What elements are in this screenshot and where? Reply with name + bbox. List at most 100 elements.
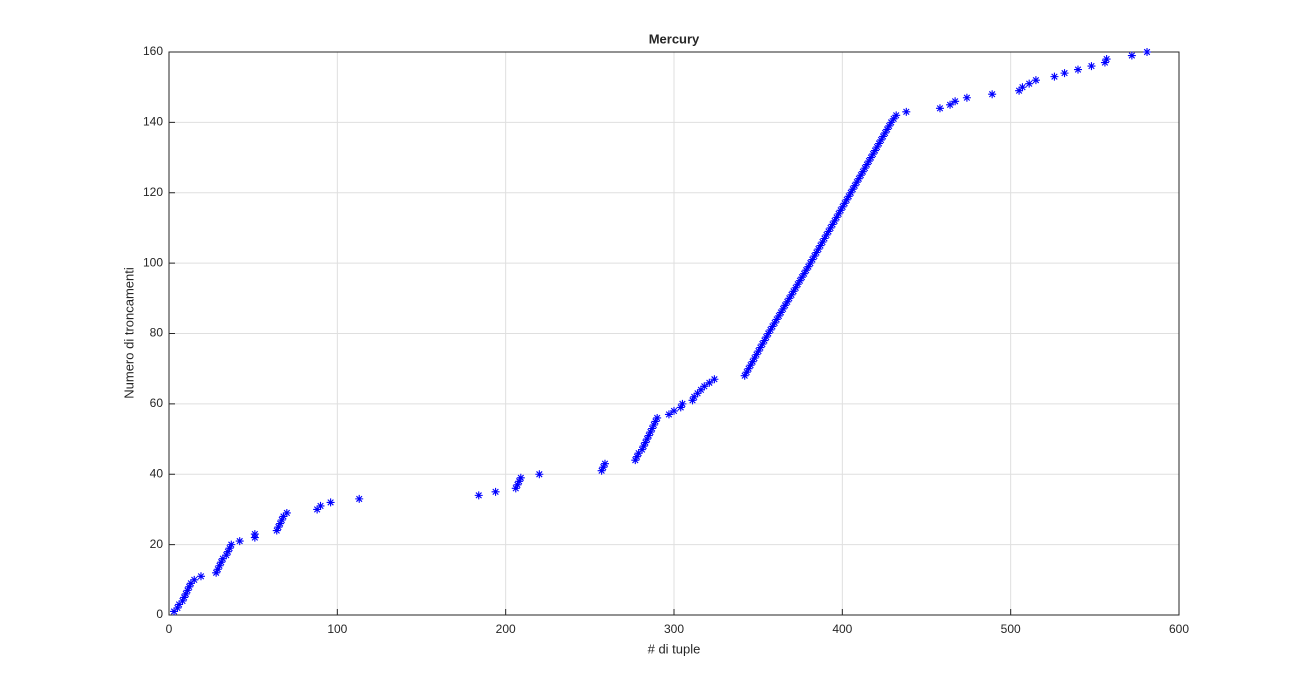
marker [215, 561, 224, 570]
marker [535, 470, 544, 479]
y-tick-label: 100 [143, 255, 163, 269]
marker [690, 392, 699, 401]
marker [688, 396, 697, 405]
marker [641, 438, 650, 447]
marker [277, 515, 286, 524]
marker [710, 375, 719, 384]
marker [705, 378, 714, 387]
marker [746, 361, 755, 370]
marker [173, 603, 182, 612]
y-tick-label: 40 [150, 466, 164, 480]
marker [868, 150, 877, 159]
marker [828, 220, 837, 229]
marker [175, 600, 184, 609]
marker [515, 477, 524, 486]
marker [877, 135, 886, 144]
marker [643, 435, 652, 444]
marker [225, 544, 234, 553]
marker [1031, 76, 1040, 85]
marker [770, 318, 779, 327]
marker [227, 540, 236, 549]
marker [795, 276, 804, 285]
marker [474, 491, 483, 500]
marker [282, 508, 291, 517]
marker [834, 209, 843, 218]
marker [274, 523, 283, 532]
marker [1050, 72, 1059, 81]
marker [651, 417, 660, 426]
marker [764, 329, 773, 338]
marker [832, 213, 841, 222]
marker [879, 132, 888, 141]
marker [1060, 69, 1069, 78]
marker [854, 174, 863, 183]
marker [223, 547, 232, 556]
marker [190, 575, 199, 584]
y-tick-label: 20 [150, 537, 164, 551]
marker [885, 121, 894, 130]
y-tick-label: 80 [150, 326, 164, 340]
marker [313, 505, 322, 514]
marker [774, 311, 783, 320]
marker [951, 97, 960, 106]
marker [742, 368, 751, 377]
marker [862, 160, 871, 169]
marker [844, 192, 853, 201]
marker [804, 262, 813, 271]
y-tick-label: 160 [143, 44, 163, 58]
marker [631, 456, 640, 465]
x-axis-label: # di tuple [648, 641, 701, 656]
marker [789, 287, 798, 296]
marker [962, 93, 971, 102]
x-tick-label: 400 [832, 622, 852, 636]
marker [838, 202, 847, 211]
marker [892, 111, 901, 120]
marker [776, 308, 785, 317]
marker [783, 297, 792, 306]
marker [740, 371, 749, 380]
marker [797, 273, 806, 282]
marker [213, 565, 222, 574]
x-tick-label: 600 [1169, 622, 1189, 636]
marker [766, 325, 775, 334]
marker [1025, 79, 1034, 88]
marker [664, 410, 673, 419]
marker [744, 364, 753, 373]
marker [1143, 48, 1152, 56]
marker [600, 459, 609, 468]
marker [676, 403, 685, 412]
marker [800, 269, 809, 278]
chart-title: Mercury [649, 31, 700, 46]
marker [491, 487, 500, 496]
marker [988, 90, 997, 99]
marker [516, 473, 525, 482]
marker [638, 445, 647, 454]
marker [756, 343, 765, 352]
marker [883, 125, 892, 134]
marker [866, 153, 875, 162]
marker [1074, 65, 1082, 74]
marker [836, 206, 845, 215]
marker [648, 424, 657, 433]
marker [653, 413, 662, 422]
marker [678, 399, 687, 408]
marker [1087, 62, 1096, 71]
marker [793, 280, 802, 289]
marker [279, 512, 288, 521]
marker [632, 452, 641, 461]
marker [785, 294, 794, 303]
marker [181, 589, 190, 598]
marker [850, 181, 859, 190]
marker [646, 428, 655, 437]
marker [772, 315, 781, 324]
x-tick-label: 100 [327, 622, 347, 636]
marker [846, 188, 855, 197]
marker [902, 107, 911, 116]
marker [852, 178, 861, 187]
marker [180, 593, 189, 602]
marker [1127, 51, 1136, 60]
marker [170, 607, 179, 616]
marker [812, 248, 821, 257]
marker [217, 558, 226, 567]
